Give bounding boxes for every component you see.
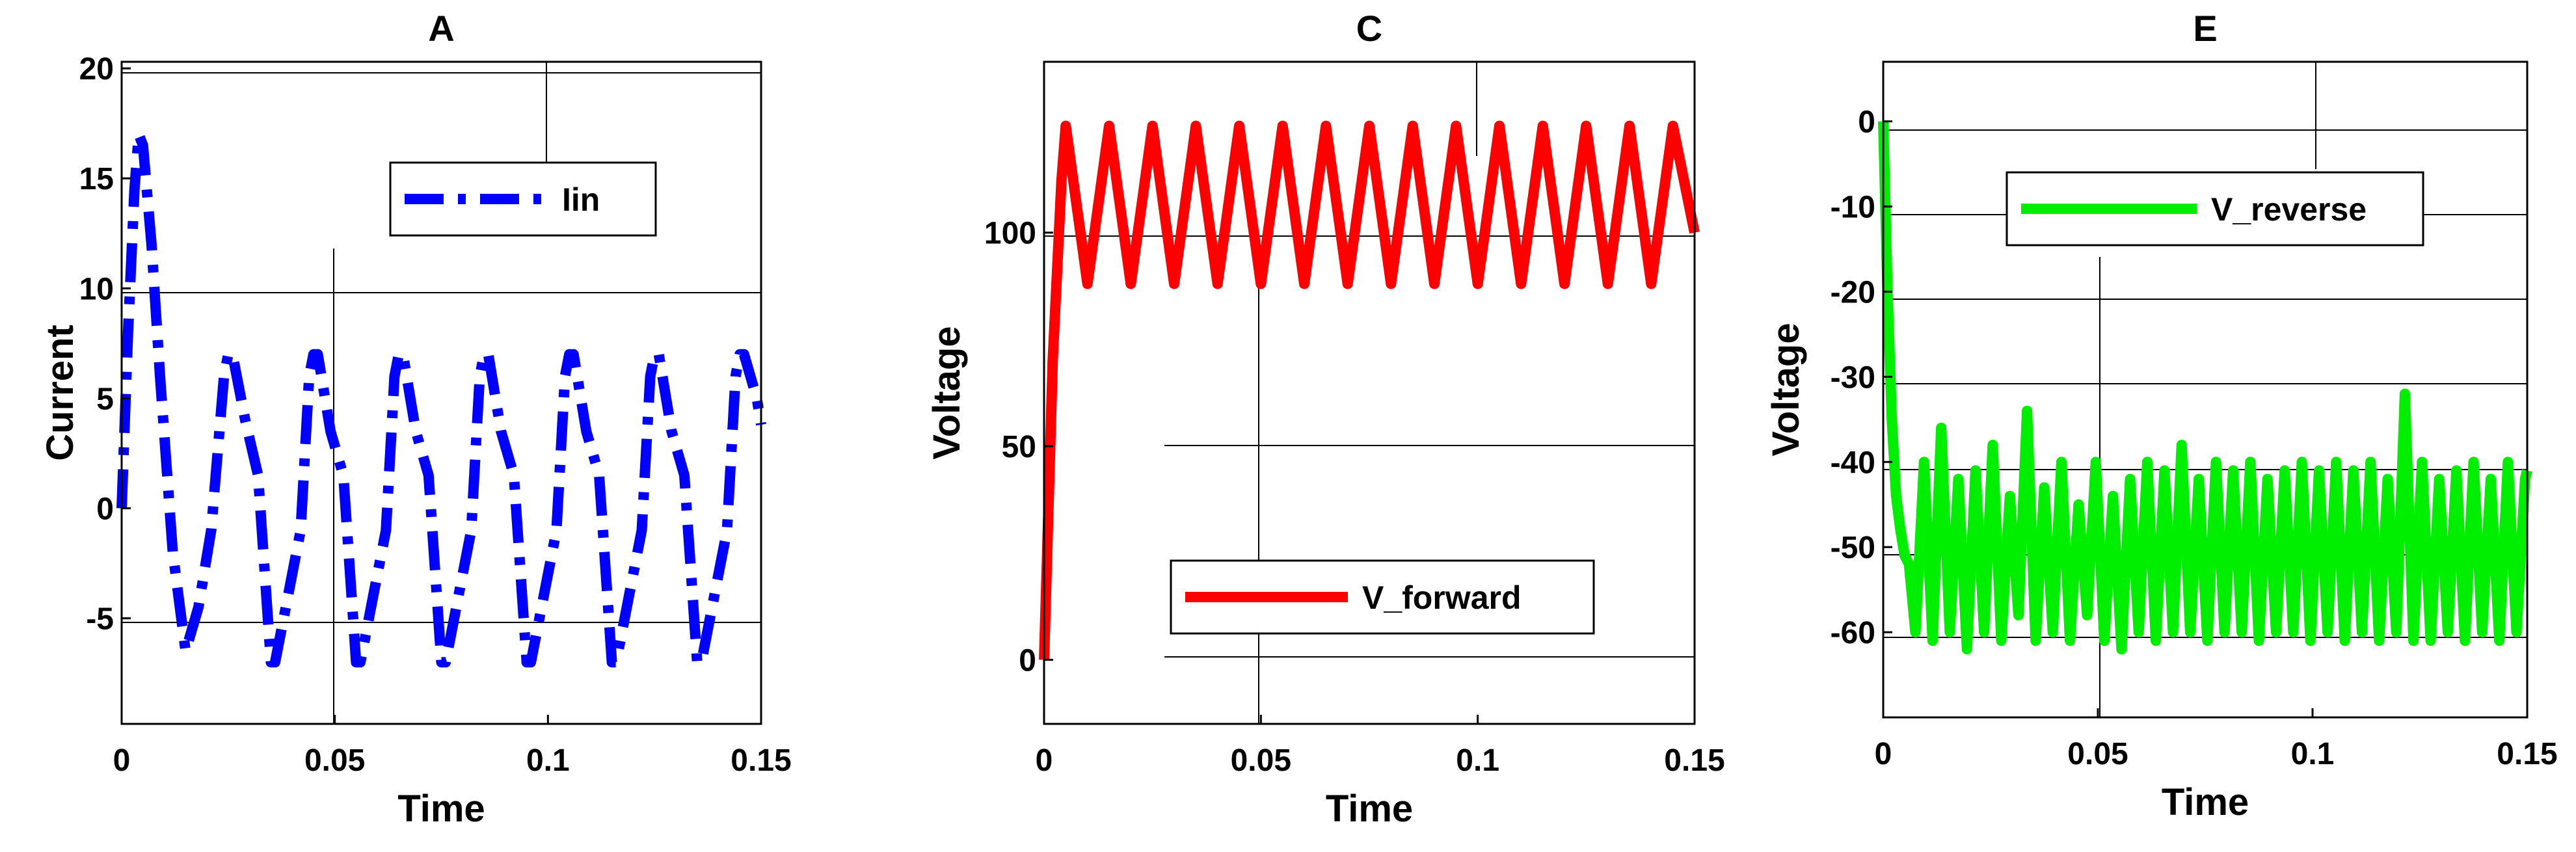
y-tick-label: 10 xyxy=(79,272,114,306)
legend-label: Iin xyxy=(562,181,600,218)
legend-box xyxy=(389,161,657,237)
chart-a: 0 0.05 0.1 0.15 -5 0 5 10 15 20 A Time Current Iin xyxy=(39,8,792,830)
x-axis-label: Time xyxy=(397,788,485,830)
y-tick-label: -20 xyxy=(1831,275,1875,310)
y-tick-label: 0 xyxy=(1858,105,1875,140)
legend-label: V_forward xyxy=(1362,579,1522,616)
chart-title: E xyxy=(2193,8,2217,49)
series-line-v-forward xyxy=(1039,120,1700,660)
y-tick-label: 50 xyxy=(1002,430,1036,464)
y-axis-label: Voltage xyxy=(1765,323,1807,456)
x-tick-label: 0.05 xyxy=(2067,737,2128,771)
x-tick-label: 0.1 xyxy=(2291,737,2335,771)
plot-frame xyxy=(1882,60,2529,719)
chart-c: 0 0.05 0.1 0.15 0 50 100 C Time Voltage V_forward xyxy=(926,8,1725,830)
x-tick-label: 0.05 xyxy=(1231,743,1291,778)
x-tick-label: 0.15 xyxy=(2497,737,2557,771)
legend-label: V_reverse xyxy=(2211,191,2367,228)
y-axis-label: Voltage xyxy=(926,326,968,459)
y-tick-label: -30 xyxy=(1831,360,1875,395)
legend: Iin xyxy=(389,161,657,237)
legend: V_reverse xyxy=(2006,171,2424,246)
y-tick-label: 15 xyxy=(79,162,114,196)
x-tick-label: 0.15 xyxy=(731,743,791,778)
y-tick-label: -60 xyxy=(1831,616,1875,650)
y-tick-label: 0 xyxy=(96,492,114,527)
y-axis-label: Current xyxy=(39,325,81,460)
x-axis-label: Time xyxy=(1326,788,1413,830)
y-tick-label: -40 xyxy=(1831,446,1875,480)
series-line-v-reverse xyxy=(1878,121,2532,655)
y-tick-label: -50 xyxy=(1831,531,1875,565)
series-line-iin xyxy=(116,129,766,668)
chart-title: C xyxy=(1356,8,1382,49)
y-tick-label: 5 xyxy=(96,382,114,416)
x-tick-label: 0.05 xyxy=(304,743,365,778)
y-tick-label: -5 xyxy=(86,602,114,637)
y-tick-label: 100 xyxy=(984,217,1036,251)
legend: V_forward xyxy=(1170,559,1595,635)
x-axis-label: Time xyxy=(2162,781,2249,823)
x-tick-label: 0 xyxy=(113,743,131,778)
chart-title: A xyxy=(428,8,454,49)
plot-frame xyxy=(120,60,762,725)
x-tick-label: 0.15 xyxy=(1664,743,1724,778)
x-tick-label: 0 xyxy=(1875,737,1892,771)
x-tick-label: 0 xyxy=(1036,743,1053,778)
y-tick-label: 0 xyxy=(1019,643,1036,678)
x-tick-label: 0.1 xyxy=(526,743,570,778)
plot-frame xyxy=(1043,60,1696,725)
x-tick-label: 0.1 xyxy=(1456,743,1499,778)
y-tick-label: -10 xyxy=(1831,191,1875,225)
y-tick-label: 20 xyxy=(79,52,114,87)
chart-e: 0 0.05 0.1 0.15 0 -10 -20 -30 -40 -50 -60 E Time Volt… xyxy=(1765,8,2558,823)
